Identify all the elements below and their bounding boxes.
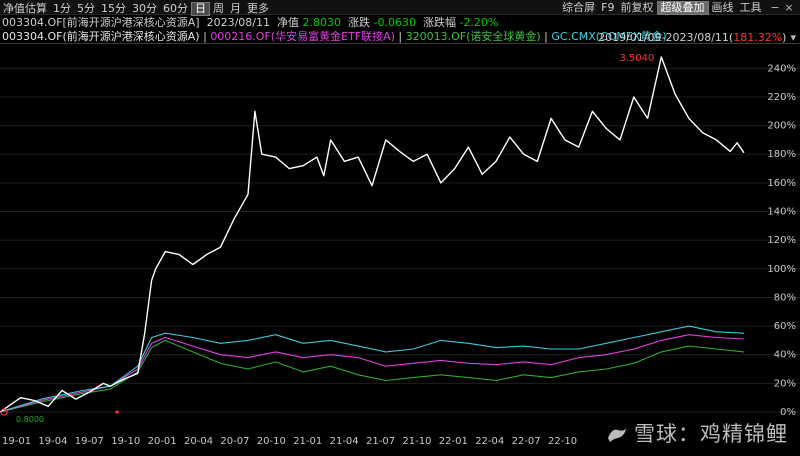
y-tick-label: 160%: [767, 178, 796, 189]
y-tick-label: 40%: [774, 350, 796, 361]
tab-month[interactable]: 月: [230, 2, 241, 15]
y-tick-label: 200%: [767, 121, 796, 132]
series-line-3: [0, 339, 745, 413]
x-tick-label: 20-07: [220, 436, 249, 447]
change-pct-value: -2.20%: [459, 16, 499, 29]
x-tick-label: 22-10: [548, 436, 577, 447]
start-point-marker: [0, 408, 8, 416]
legend-series3[interactable]: 320013.OF(诺安全球黄金): [405, 30, 541, 43]
x-tick-label: 21-07: [366, 436, 395, 447]
series-line-4: [0, 325, 745, 413]
x-tick-label: 21-04: [330, 436, 359, 447]
tab-30min[interactable]: 30分: [132, 2, 157, 15]
x-tick-label: 19-10: [111, 436, 140, 447]
toolbar-right: 综合屏 F9 前复权 超级叠加 画线 工具 − ×: [559, 0, 796, 15]
tab-day[interactable]: 日: [191, 2, 210, 16]
tools-button[interactable]: 工具: [739, 1, 762, 14]
date-range-close: ): [782, 31, 787, 44]
y-tick-label: 100%: [767, 264, 796, 275]
range-pct: 181.32%: [733, 31, 783, 44]
tab-15min[interactable]: 15分: [101, 2, 126, 15]
x-tick-label: 21-10: [402, 436, 431, 447]
super-overlay-button[interactable]: 超级叠加: [656, 1, 709, 15]
x-tick-label: 22-07: [512, 436, 541, 447]
x-tick-label: 19-07: [75, 436, 104, 447]
nav-label: 净值: [277, 16, 299, 29]
x-tick-label: 19-04: [38, 436, 67, 447]
period-toolbar: 净值估算 1分 5分 15分 30分 60分日周月更多 综合屏 F9 前复权 超级叠加 画线 工具 …: [0, 0, 800, 16]
y-tick-label: 80%: [774, 292, 796, 303]
watermark: 雪球：鸡精锦鲤: [606, 418, 788, 448]
x-axis-labels: 19-01 19-04 19-07 19-10 20-01 20-04 20-07 20-10…: [2, 436, 577, 447]
snowball-logo-icon: [608, 428, 626, 442]
overlay-line-chart[interactable]: 0% 20% 40% 60% 80% 100% 120% 140% 160% 180% 200% 22…: [0, 44, 800, 456]
legend-series2[interactable]: 000216.OF(华安易富黄金ETF联接A): [210, 30, 395, 43]
event-marker-dot: [115, 410, 119, 414]
tab-60min[interactable]: 60分: [163, 2, 188, 15]
change-label: 涨跌: [348, 16, 370, 29]
date-range-text: 2019/01/09-2023/08/11(: [598, 31, 734, 44]
peak-value-label: 3.5040: [619, 53, 654, 64]
legend-series1[interactable]: 003304.OF(前海开源沪港深核心资源A): [2, 30, 200, 43]
chart-grid: [0, 67, 800, 413]
legend-separator: |: [203, 30, 207, 43]
f9-button[interactable]: F9: [601, 1, 615, 14]
fund-name: 003304.OF[前海开源沪港深核心资源A]: [2, 16, 200, 29]
nav-value: 2.8030: [302, 16, 342, 29]
x-tick-label: 20-04: [184, 436, 213, 447]
y-axis-labels: 0% 20% 40% 60% 80% 100% 120% 140% 160% 180% 200% 22…: [767, 63, 796, 418]
x-tick-label: 22-04: [475, 436, 504, 447]
info-legend-bar: 003304.OF[前海开源沪港深核心资源A] 2023/08/11 净值 2.…: [0, 16, 800, 44]
tab-week[interactable]: 周: [213, 2, 224, 15]
x-tick-label: 20-01: [148, 436, 177, 447]
tab-5min[interactable]: 5分: [77, 2, 95, 15]
y-tick-label: 0%: [780, 407, 796, 418]
y-tick-label: 120%: [767, 235, 796, 246]
y-tick-label: 240%: [767, 63, 796, 74]
series-line-1: [0, 56, 745, 413]
series-legend: 003304.OF(前海开源沪港深核心资源A) | 000216.OF(华安易富…: [2, 30, 667, 44]
x-tick-label: 20-10: [257, 436, 286, 447]
change-pct-label: 涨跌幅: [422, 16, 456, 29]
series-lines: [0, 56, 745, 413]
composite-screen-button[interactable]: 综合屏: [562, 1, 596, 14]
dropdown-arrow-icon[interactable]: ▾: [790, 31, 796, 44]
y-tick-label: 20%: [774, 378, 796, 389]
legend-separator: |: [544, 30, 548, 43]
legend-separator: |: [398, 30, 403, 43]
tab-1min[interactable]: 1分: [53, 2, 71, 15]
watermark-text: 雪球：鸡精锦鲤: [634, 422, 788, 446]
y-tick-label: 220%: [767, 92, 796, 103]
forward-adjust-button[interactable]: 前复权: [620, 1, 654, 14]
change-value: -0.0630: [373, 16, 416, 29]
legend-series4[interactable]: GC.CMX(COMEX黄金): [551, 30, 667, 43]
x-tick-label: 22-01: [439, 436, 468, 447]
quote-date: 2023/08/11: [206, 16, 270, 29]
drawing-button[interactable]: 画线: [711, 1, 734, 14]
x-tick-label: 19-01: [2, 436, 31, 447]
y-tick-label: 60%: [774, 321, 796, 332]
start-value-label: 0.8000: [16, 415, 44, 424]
x-tick-label: 21-01: [293, 436, 322, 447]
series-line-2: [0, 334, 745, 413]
tab-nav-estimate[interactable]: 净值估算: [3, 2, 47, 15]
tab-more[interactable]: 更多: [247, 2, 269, 15]
y-tick-label: 180%: [767, 149, 796, 160]
minimize-icon[interactable]: −: [770, 1, 780, 14]
info-row: 003304.OF[前海开源沪港深核心资源A] 2023/08/11 净值 2.…: [2, 16, 498, 30]
y-tick-label: 140%: [767, 207, 796, 218]
date-range[interactable]: 2019/01/09-2023/08/11(181.32%) ▾: [598, 31, 796, 44]
close-icon[interactable]: ×: [784, 1, 794, 14]
